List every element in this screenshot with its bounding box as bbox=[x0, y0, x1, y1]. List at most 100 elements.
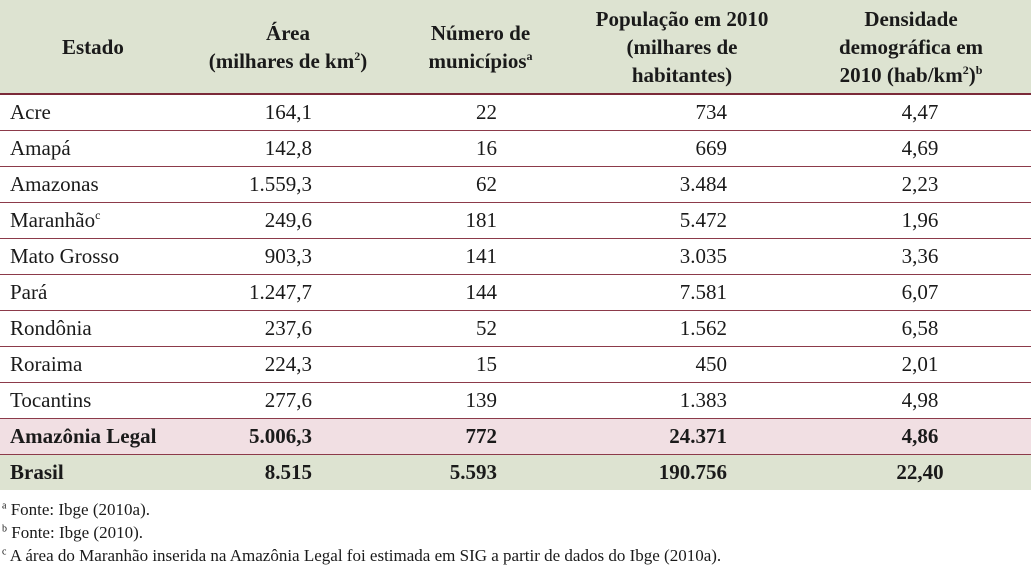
header-state: Estado bbox=[0, 0, 188, 95]
cell-state: Amazônia Legal bbox=[0, 418, 188, 455]
cell-populacao: 24.371 bbox=[573, 418, 791, 455]
cell-area: 164,1 bbox=[188, 94, 388, 131]
state-name: Acre bbox=[10, 100, 51, 125]
cell-populacao: 3.035 bbox=[573, 238, 791, 275]
header-state-label: Estado bbox=[62, 34, 124, 59]
cell-state: Tocantins bbox=[0, 382, 188, 419]
header-pop-line1: População em 2010 bbox=[595, 6, 769, 31]
table-row: Amapá 142,8 16 669 4,69 bbox=[0, 130, 1031, 167]
header-pop-line2: (milhares de bbox=[626, 34, 738, 59]
footnote: c A área do Maranhão inserida na Amazôni… bbox=[2, 544, 721, 567]
cell-densidade: 1,96 bbox=[791, 202, 1031, 239]
cell-state: Rondônia bbox=[0, 310, 188, 347]
table-row: Pará 1.247,7 144 7.581 6,07 bbox=[0, 274, 1031, 311]
cell-densidade: 3,36 bbox=[791, 238, 1031, 275]
cell-state: Pará bbox=[0, 274, 188, 311]
footnote-mark: b bbox=[2, 523, 7, 535]
footnote-mark: c bbox=[2, 546, 7, 558]
header-dens-close: ) bbox=[968, 62, 976, 87]
table-row: Roraima 224,3 15 450 2,01 bbox=[0, 346, 1031, 383]
header-dens-line2: demográfica em bbox=[838, 34, 984, 59]
cell-state: Mato Grosso bbox=[0, 238, 188, 275]
cell-populacao: 5.472 bbox=[573, 202, 791, 239]
cell-area: 237,6 bbox=[188, 310, 388, 347]
state-name: Amazonas bbox=[10, 172, 99, 196]
cell-populacao: 669 bbox=[573, 130, 791, 167]
footnotes: a Fonte: Ibge (2010a). b Fonte: Ibge (20… bbox=[2, 498, 721, 567]
footnote-text: Fonte: Ibge (2010a). bbox=[6, 500, 150, 519]
brasil-total-row: Brasil 8.515 5.593 190.756 22,40 bbox=[0, 454, 1031, 490]
cell-area: 142,8 bbox=[188, 130, 388, 167]
state-name: Amapá bbox=[10, 136, 71, 160]
cell-densidade: 4,98 bbox=[791, 382, 1031, 419]
header-dens-line1: Densidade bbox=[864, 6, 958, 31]
cell-state: Amapá bbox=[0, 130, 188, 167]
header-area-sup: 2 bbox=[354, 48, 361, 63]
header-densidade: Densidade demográfica em 2010 (hab/km2)b bbox=[791, 0, 1031, 95]
cell-area: 249,6 bbox=[188, 202, 388, 239]
cell-municipios: 144 bbox=[388, 274, 573, 311]
header-area: Área (milhares de km2) bbox=[188, 0, 388, 95]
header-dens-sup-exp: 2 bbox=[962, 62, 969, 77]
footnote-mark: a bbox=[2, 500, 7, 512]
cell-municipios: 52 bbox=[388, 310, 573, 347]
cell-municipios: 62 bbox=[388, 166, 573, 203]
cell-municipios: 141 bbox=[388, 238, 573, 275]
cell-municipios: 5.593 bbox=[449, 460, 497, 485]
cell-populacao: 7.581 bbox=[573, 274, 791, 311]
header-mun-sup: a bbox=[526, 48, 533, 63]
footnote: b Fonte: Ibge (2010). bbox=[2, 521, 721, 544]
cell-populacao: 1.383 bbox=[573, 382, 791, 419]
cell-area: 1.247,7 bbox=[188, 274, 388, 311]
cell-densidade: 22,40 bbox=[896, 460, 944, 485]
cell-populacao: 450 bbox=[573, 346, 791, 383]
header-mun-line2: municípios bbox=[428, 48, 527, 73]
cell-municipios: 139 bbox=[388, 382, 573, 419]
cell-municipios: 16 bbox=[388, 130, 573, 167]
footnote-text: A área do Maranhão inserida na Amazônia … bbox=[6, 546, 722, 565]
cell-state: Brasil bbox=[10, 460, 64, 485]
cell-state: Maranhãoc bbox=[0, 202, 188, 239]
header-area-line1: Área bbox=[266, 20, 310, 45]
state-name: Maranhão bbox=[10, 208, 96, 232]
cell-area: 903,3 bbox=[188, 238, 388, 275]
table-row: Mato Grosso 903,3 141 3.035 3,36 bbox=[0, 238, 1031, 275]
cell-state: Acre bbox=[0, 94, 188, 131]
cell-densidade: 4,86 bbox=[791, 418, 1031, 455]
header-dens-sup-note: b bbox=[975, 62, 983, 77]
header-municipios: Número de municípiosa bbox=[388, 0, 573, 95]
header-area-line2: (milhares de km bbox=[208, 48, 355, 73]
state-name: Pará bbox=[10, 280, 48, 304]
footnote-text: Fonte: Ibge (2010). bbox=[7, 523, 143, 542]
cell-densidade: 2,23 bbox=[791, 166, 1031, 203]
cell-state: Roraima bbox=[0, 346, 188, 383]
state-footnote-mark: c bbox=[95, 208, 101, 222]
table-row: Tocantins 277,6 139 1.383 4,98 bbox=[0, 382, 1031, 419]
amazonia-legal-total-row: Amazônia Legal 5.006,3 772 24.371 4,86 bbox=[0, 418, 1031, 455]
data-table-container: Estado Área (milhares de km2) Número de … bbox=[0, 0, 1031, 490]
cell-area: 277,6 bbox=[188, 382, 388, 419]
table-header: Estado Área (milhares de km2) Número de … bbox=[0, 0, 1031, 95]
cell-populacao: 1.562 bbox=[573, 310, 791, 347]
header-row: Estado Área (milhares de km2) Número de … bbox=[0, 0, 1031, 95]
states-table: Estado Área (milhares de km2) Número de … bbox=[0, 0, 1031, 490]
header-pop-line3: habitantes) bbox=[631, 62, 733, 87]
table-row: Acre 164,1 22 734 4,47 bbox=[0, 94, 1031, 131]
cell-area: 1.559,3 bbox=[188, 166, 388, 203]
state-name: Tocantins bbox=[10, 388, 92, 412]
header-area-close: ) bbox=[360, 48, 368, 73]
cell-populacao: 3.484 bbox=[573, 166, 791, 203]
state-name: Mato Grosso bbox=[10, 244, 120, 268]
cell-densidade: 6,58 bbox=[791, 310, 1031, 347]
cell-populacao: 734 bbox=[573, 94, 791, 131]
state-name: Roraima bbox=[10, 352, 83, 376]
cell-populacao: 190.756 bbox=[658, 460, 727, 485]
cell-state: Amazonas bbox=[0, 166, 188, 203]
footnote: a Fonte: Ibge (2010a). bbox=[2, 498, 721, 521]
table-body: Acre 164,1 22 734 4,47 Amapá 142,8 16 66… bbox=[0, 94, 1031, 490]
cell-municipios: 181 bbox=[388, 202, 573, 239]
header-dens-line3: 2010 (hab/km bbox=[839, 62, 963, 87]
cell-densidade: 4,47 bbox=[791, 94, 1031, 131]
table-row: Rondônia 237,6 52 1.562 6,58 bbox=[0, 310, 1031, 347]
header-populacao: População em 2010 (milhares de habitante… bbox=[573, 0, 791, 95]
